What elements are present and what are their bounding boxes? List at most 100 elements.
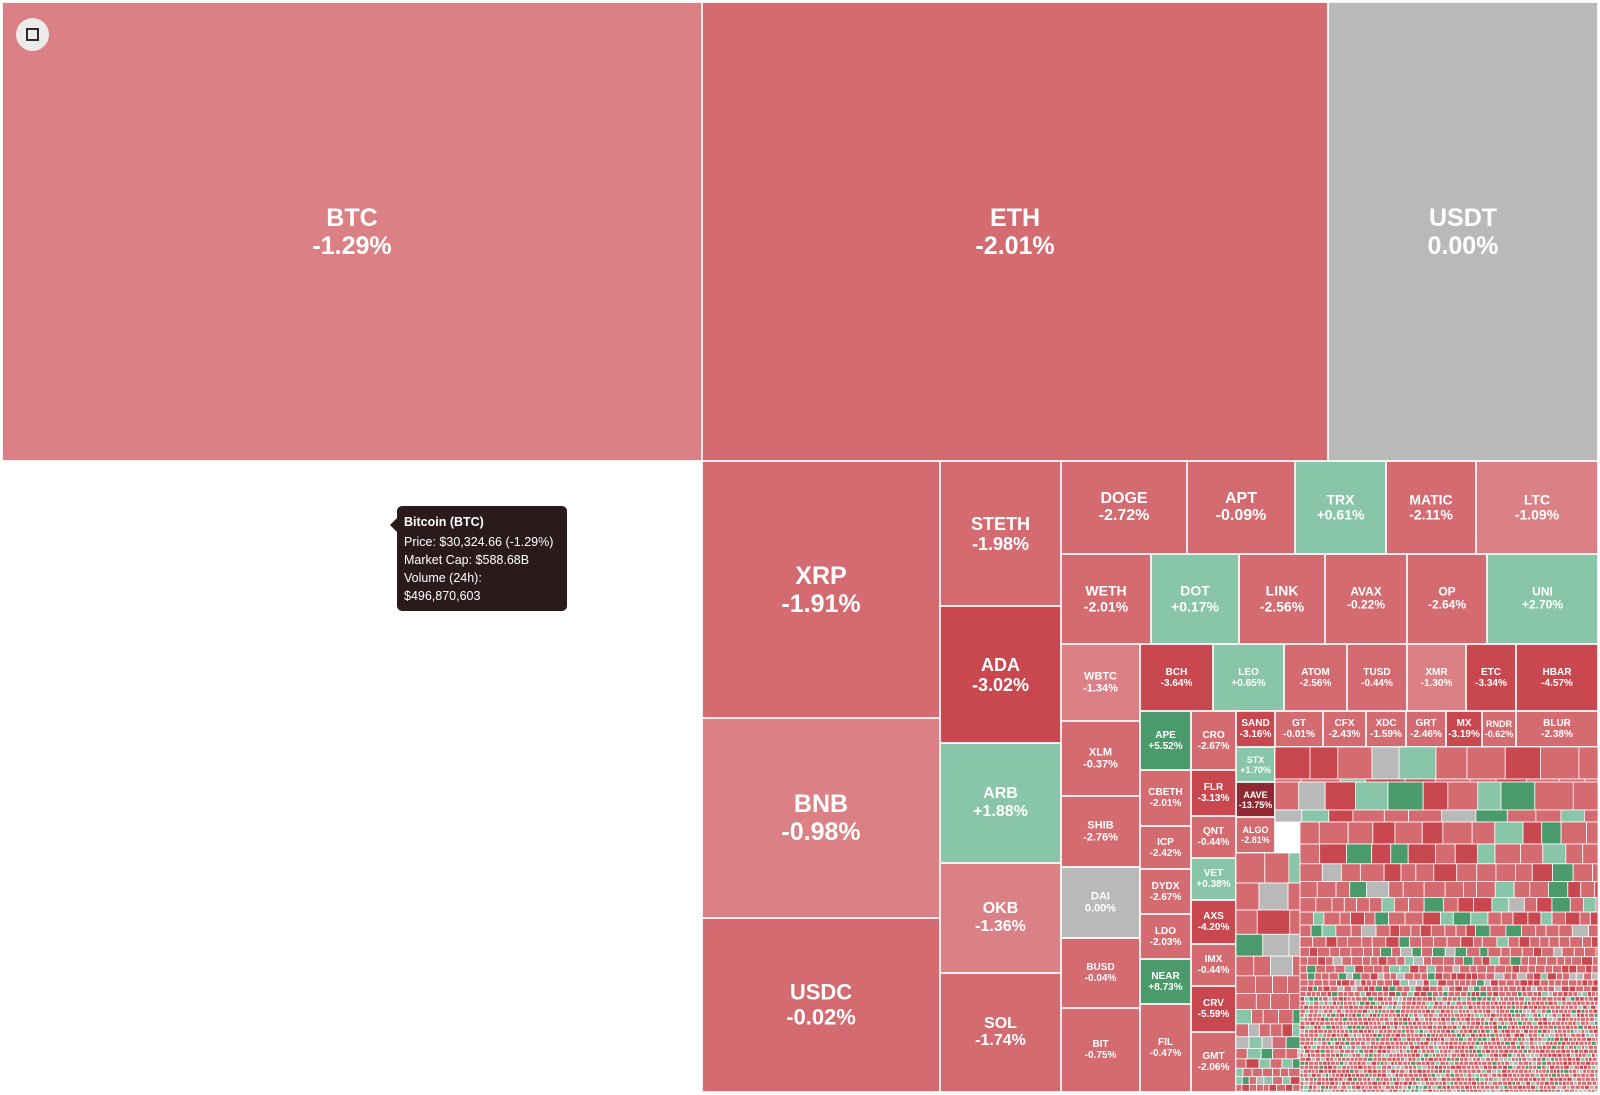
- tile-fil[interactable]: FIL -0.47%: [1140, 1004, 1191, 1092]
- tile-change: -0.04%: [1084, 973, 1117, 984]
- tile-dydx[interactable]: DYDX -2.67%: [1140, 869, 1191, 914]
- tile-arb[interactable]: ARB +1.88%: [940, 743, 1061, 863]
- tile-aave[interactable]: AAVE -13.75%: [1236, 782, 1275, 817]
- tile-label: DYDX -2.67%: [1141, 880, 1190, 902]
- tile-dai[interactable]: DAI 0.00%: [1061, 867, 1140, 938]
- tile-axs[interactable]: AXS -4.20%: [1191, 900, 1236, 944]
- tile-symbol: XLM: [1088, 746, 1113, 759]
- tile-gmt[interactable]: GMT -2.06%: [1191, 1032, 1236, 1092]
- tile-op[interactable]: OP -2.64%: [1407, 554, 1487, 644]
- tile-flr[interactable]: FLR -3.13%: [1191, 770, 1236, 816]
- tile-symbol: RNDR: [1486, 718, 1512, 729]
- tile-change: +1.70%: [1240, 764, 1271, 775]
- tile-label: BCH -3.64%: [1141, 666, 1212, 688]
- tile-tusd[interactable]: TUSD -0.44%: [1347, 644, 1407, 711]
- tile-label: LINK -2.56%: [1240, 583, 1324, 614]
- tile-wbtc[interactable]: WBTC -1.34%: [1061, 644, 1140, 721]
- tile-atom[interactable]: ATOM -2.56%: [1284, 644, 1347, 711]
- tile-bit[interactable]: BIT -0.75%: [1061, 1008, 1140, 1092]
- tile-bnb[interactable]: BNB -0.98%: [702, 718, 940, 918]
- tile-algo[interactable]: ALGO -2.81%: [1236, 817, 1275, 853]
- tile-change: -2.42%: [1149, 847, 1182, 859]
- tile-xdc[interactable]: XDC -1.59%: [1366, 711, 1406, 747]
- tile-etc[interactable]: ETC -3.34%: [1466, 644, 1516, 711]
- tile-blur[interactable]: BLUR -2.38%: [1516, 711, 1598, 747]
- tile-vet[interactable]: VET +0.38%: [1191, 858, 1236, 900]
- tile-uni[interactable]: UNI +2.70%: [1487, 554, 1598, 644]
- tile-change: -0.01%: [1283, 729, 1315, 740]
- tile-symbol: ATOM: [1301, 666, 1330, 678]
- tile-change: -3.34%: [1475, 677, 1507, 689]
- tile-symbol: DOGE: [1100, 489, 1148, 507]
- tile-usdt[interactable]: USDT 0.00%: [1328, 2, 1598, 461]
- tile-leo[interactable]: LEO +0.65%: [1213, 644, 1284, 711]
- tile-mx[interactable]: MX -3.19%: [1446, 711, 1482, 747]
- tile-btc[interactable]: BTC -1.29%: [2, 2, 702, 461]
- tile-symbol: USDC: [789, 979, 853, 1005]
- tile-change: -0.44%: [1361, 677, 1393, 689]
- tile-label: APE +5.52%: [1141, 729, 1190, 751]
- tile-cro[interactable]: CRO -2.67%: [1191, 711, 1236, 770]
- tile-xmr[interactable]: XMR -1.30%: [1407, 644, 1466, 711]
- tile-sand[interactable]: SAND -3.16%: [1236, 711, 1275, 747]
- tile-label: BLUR -2.38%: [1517, 718, 1597, 740]
- tooltip-arrow: [390, 518, 397, 532]
- tile-label: OP -2.64%: [1408, 585, 1486, 613]
- tile-sol[interactable]: SOL -1.74%: [940, 973, 1061, 1092]
- tile-usdc[interactable]: USDC -0.02%: [702, 918, 940, 1092]
- tile-eth[interactable]: ETH -2.01%: [702, 2, 1328, 461]
- tile-label: SOL -1.74%: [941, 1015, 1060, 1051]
- tile-cfx[interactable]: CFX -2.43%: [1323, 711, 1366, 747]
- tile-shib[interactable]: SHIB -2.76%: [1061, 796, 1140, 867]
- tile-label: FLR -3.13%: [1192, 782, 1235, 804]
- tile-apt[interactable]: APT -0.09%: [1187, 461, 1295, 554]
- tile-okb[interactable]: OKB -1.36%: [940, 863, 1061, 973]
- fullscreen-button[interactable]: [16, 18, 49, 51]
- tile-steth[interactable]: STETH -1.98%: [940, 461, 1061, 606]
- tile-trx[interactable]: TRX +0.61%: [1295, 461, 1386, 554]
- tile-label: APT -0.09%: [1188, 490, 1294, 526]
- tile-label: WBTC -1.34%: [1062, 670, 1139, 695]
- tile-change: -2.11%: [1409, 506, 1453, 523]
- tile-crv[interactable]: CRV -5.59%: [1191, 986, 1236, 1032]
- tile-symbol: DYDX: [1151, 880, 1180, 892]
- tile-hbar[interactable]: HBAR -4.57%: [1516, 644, 1598, 711]
- tile-symbol: WETH: [1085, 582, 1127, 599]
- tile-ldo[interactable]: LDO -2.03%: [1140, 914, 1191, 959]
- tile-near[interactable]: NEAR +8.73%: [1140, 959, 1191, 1004]
- tile-link[interactable]: LINK -2.56%: [1239, 554, 1325, 644]
- tile-ada[interactable]: ADA -3.02%: [940, 606, 1061, 743]
- tile-grt[interactable]: GRT -2.46%: [1406, 711, 1446, 747]
- tile-label: UNI +2.70%: [1488, 585, 1597, 613]
- tile-xlm[interactable]: XLM -0.37%: [1061, 721, 1140, 796]
- tile-dot[interactable]: DOT +0.17%: [1151, 554, 1239, 644]
- tile-cbeth[interactable]: CBETH -2.01%: [1140, 770, 1191, 826]
- tile-change: +1.88%: [973, 803, 1028, 820]
- tile-xrp[interactable]: XRP -1.91%: [702, 461, 940, 718]
- tile-change: -0.98%: [781, 818, 861, 846]
- tile-doge[interactable]: DOGE -2.72%: [1061, 461, 1187, 554]
- tile-label: AVAX -0.22%: [1326, 585, 1406, 613]
- tile-label: DOGE -2.72%: [1062, 490, 1186, 526]
- tile-stx[interactable]: STX +1.70%: [1236, 747, 1275, 782]
- tile-ape[interactable]: APE +5.52%: [1140, 711, 1191, 770]
- tile-bch[interactable]: BCH -3.64%: [1140, 644, 1213, 711]
- tile-symbol: TRX: [1326, 490, 1355, 507]
- tile-qnt[interactable]: QNT -0.44%: [1191, 816, 1236, 858]
- tile-symbol: BLUR: [1543, 717, 1571, 729]
- tile-icp[interactable]: ICP -2.42%: [1140, 826, 1191, 869]
- tile-symbol: DAI: [1091, 890, 1110, 903]
- tile-gt[interactable]: GT -0.01%: [1275, 711, 1323, 747]
- tile-avax[interactable]: AVAX -0.22%: [1325, 554, 1407, 644]
- tile-weth[interactable]: WETH -2.01%: [1061, 554, 1151, 644]
- tile-symbol: WBTC: [1084, 670, 1117, 683]
- tile-matic[interactable]: MATIC -2.11%: [1386, 461, 1476, 554]
- tile-symbol: ETC: [1481, 666, 1501, 678]
- tile-busd[interactable]: BUSD -0.04%: [1061, 938, 1140, 1008]
- tile-symbol: STETH: [970, 513, 1030, 534]
- tile-symbol: CRO: [1202, 729, 1225, 741]
- tile-imx[interactable]: IMX -0.44%: [1191, 944, 1236, 986]
- tile-rndr[interactable]: RNDR -0.62%: [1482, 711, 1516, 747]
- tile-label: OKB -1.36%: [941, 900, 1060, 936]
- tile-ltc[interactable]: LTC -1.09%: [1476, 461, 1598, 554]
